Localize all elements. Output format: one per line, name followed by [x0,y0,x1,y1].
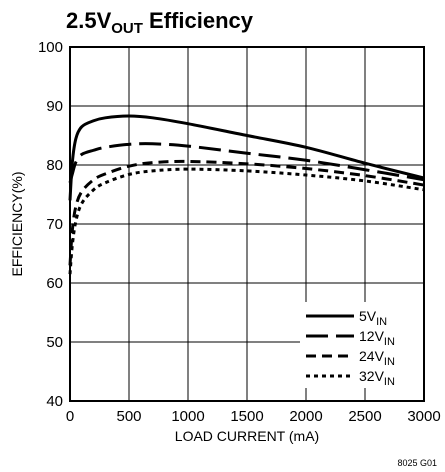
legend-label: 32VIN [359,368,395,388]
x-tick-label: 3000 [407,408,440,425]
series-lines [68,114,425,275]
series-line-5v [68,114,425,201]
legend-label: 5VIN [359,308,387,328]
x-axis-label: LOAD CURRENT (mA) [175,428,319,444]
x-tick-label: 1500 [230,408,263,425]
legend-label: 12VIN [359,328,395,348]
x-tick-label: 0 [66,408,74,425]
x-tick-label: 2000 [289,408,322,425]
y-tick-label: 70 [46,216,63,233]
x-tick-label: 500 [116,408,141,425]
title-subscript: OUT [111,20,143,37]
x-tick-labels: 0 500 1000 1500 2000 2500 3000 [66,408,441,425]
title-prefix: 2.5V [66,8,112,33]
title-suffix: Efficiency [143,8,254,33]
y-tick-label: 100 [38,39,63,56]
y-tick-label: 80 [46,157,63,174]
chart-title: 2.5VOUT Efficiency [66,8,254,37]
figure-id: 8025 G01 [397,458,437,468]
y-tick-labels: 40 50 60 70 80 90 100 [38,39,63,410]
y-tick-label: 50 [46,334,63,351]
series-line-24v [68,159,425,266]
y-tick-label: 40 [46,393,63,410]
legend-label: 24VIN [359,348,395,368]
plot-frame [69,46,425,402]
series-line-12v [68,142,425,184]
y-tick-label: 90 [46,98,63,115]
y-axis-label: EFFICIENCY(%) [9,172,25,277]
x-tick-label: 2500 [348,408,381,425]
x-tick-label: 1000 [171,408,204,425]
series-line-32v [68,167,425,275]
y-tick-label: 60 [46,275,63,292]
